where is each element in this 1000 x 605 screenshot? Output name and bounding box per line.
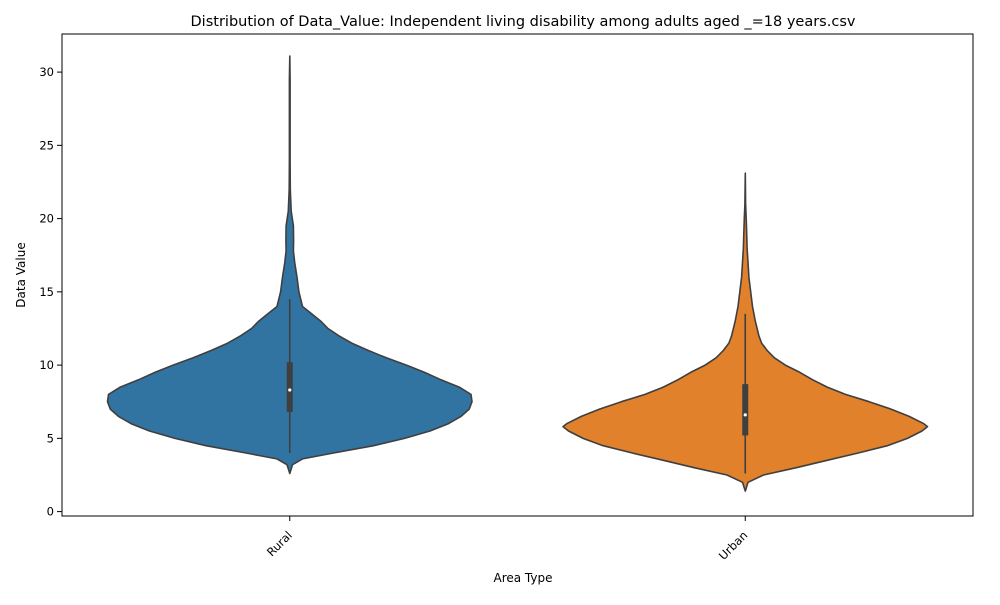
y-axis-label: Data Value <box>14 242 28 307</box>
violin-rural <box>106 55 473 475</box>
chart-title: Distribution of Data_Value: Independent … <box>191 14 856 30</box>
y-tick-label: 15 <box>39 285 54 299</box>
iqr-box-rural <box>286 362 293 412</box>
median-point-rural <box>288 388 292 392</box>
median-point-urban <box>743 413 747 417</box>
x-axis: Rural Urban <box>264 516 750 563</box>
y-tick-label: 25 <box>39 138 54 152</box>
x-tick-label-urban: Urban <box>716 528 750 562</box>
violins-layer <box>106 55 929 492</box>
y-axis: 0 5 10 15 20 25 30 <box>39 65 62 519</box>
y-tick-label: 10 <box>39 358 54 372</box>
plot-frame <box>61 33 974 517</box>
y-tick-label: 5 <box>47 431 54 445</box>
x-tick-label-rural: Rural <box>264 528 295 559</box>
iqr-box-urban <box>742 384 749 436</box>
y-tick-label: 20 <box>39 212 54 226</box>
y-tick-label: 30 <box>39 65 54 79</box>
y-tick-label: 0 <box>47 505 54 519</box>
x-axis-label: Area Type <box>494 571 553 585</box>
